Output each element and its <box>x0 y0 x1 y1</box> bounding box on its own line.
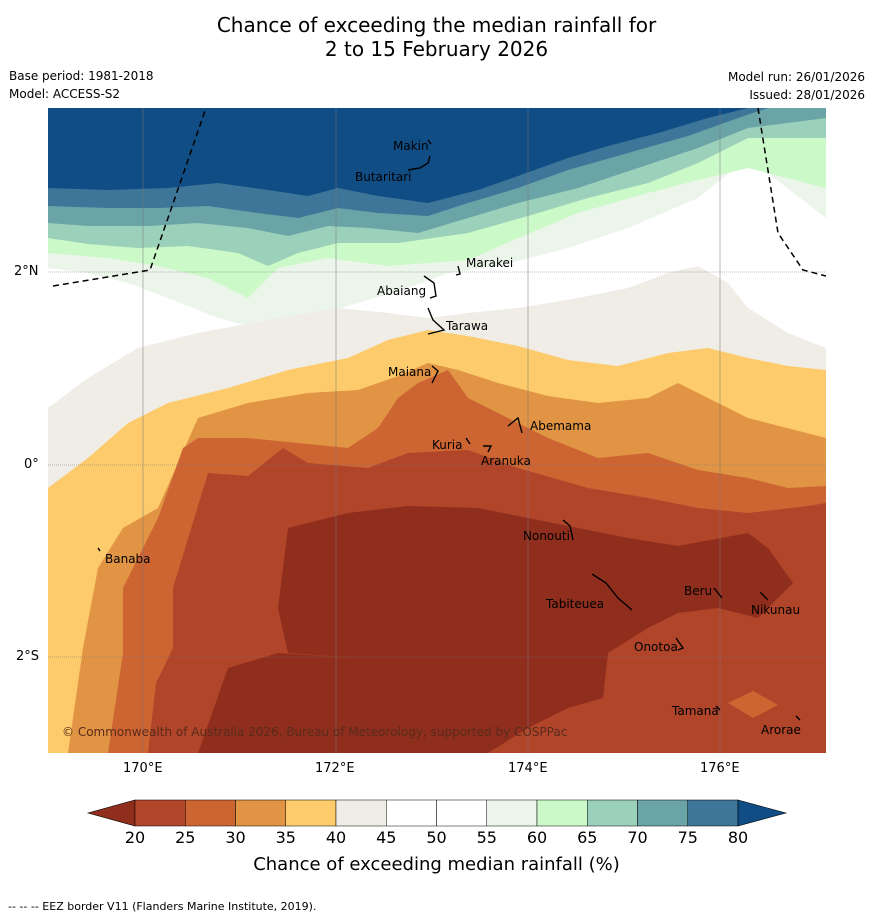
lat-label-0: 0° <box>24 457 39 472</box>
eez-border-west <box>52 108 207 287</box>
place-maiana: Maiana <box>388 365 432 379</box>
colorbar-tick-label: 60 <box>526 828 548 847</box>
colorbar-segment <box>436 799 487 827</box>
place-nikunau: Nikunau <box>751 603 801 617</box>
colorbar-segment <box>486 799 538 827</box>
colorbar-tick-label: 30 <box>225 828 246 847</box>
place-tamana: Tamana <box>672 704 719 718</box>
colorbar-tick-label: 75 <box>677 828 698 847</box>
place-banaba: Banaba <box>105 552 151 566</box>
place-makin: Makin <box>393 139 429 153</box>
colorbar-segment <box>235 799 286 827</box>
model-name: Model: ACCESS-S2 <box>9 87 121 101</box>
colorbar-segment <box>587 799 638 827</box>
band-below-20 <box>198 506 793 753</box>
place-tarawa: Tarawa <box>446 319 489 333</box>
issued-date: Issued: 28/01/2026 <box>749 88 865 102</box>
model-run: Model run: 26/01/2026 <box>727 70 865 84</box>
rainfall-map <box>48 108 826 753</box>
lon-label-174: 174°E <box>508 761 548 776</box>
place-tabiteuea: Tabiteuea <box>546 597 605 611</box>
place-arorae: Arorae <box>761 723 801 737</box>
wet-patch-tamana <box>728 691 778 718</box>
copyright-notice: © Commonwealth of Australia 2026, Bureau… <box>62 725 568 739</box>
lat-label-2n: 2°N <box>14 264 39 279</box>
band-80-plus <box>48 108 748 203</box>
colorbar-tick-label: 45 <box>376 828 397 847</box>
map-title-line2: 2 to 15 February 2026 <box>324 37 549 61</box>
colorbar-segment <box>134 799 186 827</box>
eez-footnote: -- -- -- EEZ border V11 (Flanders Marine… <box>8 900 317 913</box>
colorbar-title: Chance of exceeding median rainfall (%) <box>253 854 620 875</box>
colorbar-tick-label: 70 <box>627 828 648 847</box>
colorbar-tick-label: 50 <box>426 828 447 847</box>
place-abemama: Abemama <box>530 419 592 433</box>
colorbar-extend-low <box>86 799 136 827</box>
colorbar-segment <box>285 799 337 827</box>
lat-label-2s: 2°S <box>16 649 40 664</box>
colorbar-tick-label: 80 <box>727 828 749 847</box>
colorbar-segment <box>386 799 437 827</box>
lon-label-176: 176°E <box>700 761 740 776</box>
colorbar-tick-label: 20 <box>124 828 146 847</box>
colorbar-segment <box>185 799 236 827</box>
place-butaritari: Butaritari <box>355 170 412 184</box>
island-outlines <box>97 139 801 721</box>
colorbar-segment <box>335 799 387 827</box>
colorbar-tick-label: 55 <box>476 828 497 847</box>
place-aranuka: Aranuka <box>481 454 531 468</box>
base-period: Base period: 1981-2018 <box>9 69 154 83</box>
colorbar-segment <box>687 799 739 827</box>
colorbar-tick-label: 65 <box>577 828 598 847</box>
place-abaiang: Abaiang <box>377 284 427 298</box>
colorbar-ticks: 20 25 30 35 40 45 50 55 60 65 70 75 80 <box>0 828 873 850</box>
colorbar-segment <box>637 799 688 827</box>
colorbar-tick-label: 25 <box>175 828 196 847</box>
place-marakei: Marakei <box>466 256 514 270</box>
map-title-line1: Chance of exceeding the median rainfall … <box>216 13 657 37</box>
colorbar-segment <box>536 799 588 827</box>
place-beru: Beru <box>684 584 713 598</box>
place-onotoa: Onotoa <box>634 640 678 654</box>
place-nonouti: Nonouti <box>523 529 570 543</box>
graticule <box>48 108 826 753</box>
colorbar <box>86 799 788 827</box>
place-kuria: Kuria <box>432 438 463 452</box>
colorbar-tick-label: 40 <box>325 828 347 847</box>
eez-border-east <box>757 108 826 277</box>
colorbar-extend-high <box>737 799 788 827</box>
colorbar-tick-label: 35 <box>275 828 296 847</box>
lon-label-172: 172°E <box>315 761 355 776</box>
lon-label-170: 170°E <box>123 761 163 776</box>
